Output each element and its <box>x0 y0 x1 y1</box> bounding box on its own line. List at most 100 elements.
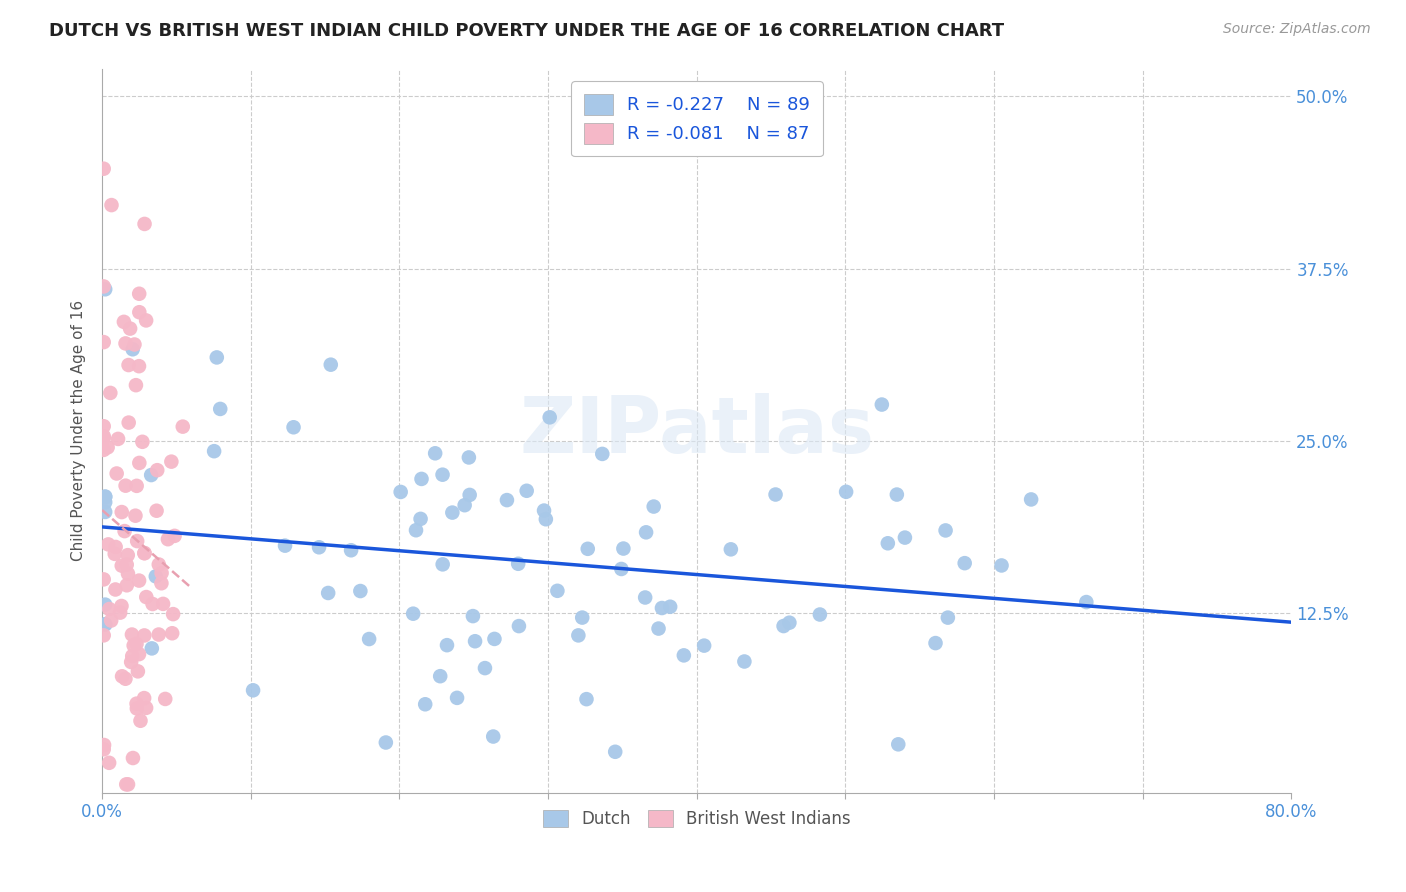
Point <box>128 456 150 470</box>
Point <box>990 558 1012 573</box>
Point <box>274 539 297 553</box>
Point <box>111 558 134 573</box>
Point <box>651 601 673 615</box>
Point <box>155 692 177 706</box>
Point <box>411 472 433 486</box>
Point <box>114 336 136 351</box>
Point <box>94 490 117 504</box>
Point <box>114 478 136 492</box>
Point <box>405 523 427 537</box>
Point <box>110 599 132 613</box>
Point <box>128 574 150 588</box>
Point <box>108 606 131 620</box>
Point <box>808 607 831 622</box>
Point <box>148 558 170 572</box>
Point <box>93 573 115 587</box>
Point <box>105 467 128 481</box>
Point <box>172 419 194 434</box>
Point <box>121 649 143 664</box>
Point <box>94 495 117 509</box>
Point <box>409 512 432 526</box>
Point <box>128 305 150 319</box>
Point <box>104 547 127 561</box>
Point <box>122 639 145 653</box>
Point <box>765 487 787 501</box>
Point <box>778 615 800 630</box>
Point <box>127 665 149 679</box>
Point <box>114 524 136 538</box>
Point <box>441 506 464 520</box>
Point <box>374 735 396 749</box>
Point <box>605 745 627 759</box>
Point <box>720 542 742 557</box>
Point <box>97 537 120 551</box>
Point <box>1076 595 1098 609</box>
Point <box>115 777 138 791</box>
Point <box>610 562 633 576</box>
Point <box>453 498 475 512</box>
Point <box>283 420 305 434</box>
Point <box>160 626 183 640</box>
Point <box>141 641 163 656</box>
Point <box>134 217 156 231</box>
Point <box>128 286 150 301</box>
Point <box>733 655 755 669</box>
Point <box>135 701 157 715</box>
Point <box>870 398 893 412</box>
Point <box>474 661 496 675</box>
Point <box>659 599 682 614</box>
Point <box>534 512 557 526</box>
Point <box>413 698 436 712</box>
Point <box>953 556 976 570</box>
Point <box>647 622 669 636</box>
Point <box>128 359 150 374</box>
Point <box>125 378 148 392</box>
Point <box>389 485 412 500</box>
Point <box>93 431 115 445</box>
Point <box>349 584 371 599</box>
Point <box>93 335 115 350</box>
Text: ZIPatlas: ZIPatlas <box>519 392 875 468</box>
Point <box>94 490 117 504</box>
Point <box>141 468 163 483</box>
Point <box>458 488 481 502</box>
Point <box>643 500 665 514</box>
Point <box>117 548 139 562</box>
Point <box>142 597 165 611</box>
Point <box>152 597 174 611</box>
Point <box>202 444 225 458</box>
Point <box>935 524 957 538</box>
Point <box>150 566 173 580</box>
Point <box>125 479 148 493</box>
Point <box>134 546 156 560</box>
Point <box>575 692 598 706</box>
Point <box>567 628 589 642</box>
Point <box>98 602 121 616</box>
Point <box>125 697 148 711</box>
Point <box>93 419 115 434</box>
Point <box>672 648 695 663</box>
Point <box>484 632 506 646</box>
Point <box>100 198 122 212</box>
Point <box>887 737 910 751</box>
Point <box>104 582 127 597</box>
Point <box>316 586 339 600</box>
Point <box>636 525 658 540</box>
Point <box>121 627 143 641</box>
Point <box>93 429 115 443</box>
Point <box>482 730 505 744</box>
Point <box>131 434 153 449</box>
Point <box>576 541 599 556</box>
Point <box>835 484 858 499</box>
Point <box>107 432 129 446</box>
Point <box>134 546 156 560</box>
Point <box>135 313 157 327</box>
Point <box>894 531 917 545</box>
Point <box>876 536 898 550</box>
Point <box>772 619 794 633</box>
Point <box>124 508 146 523</box>
Point <box>924 636 946 650</box>
Point <box>98 386 121 401</box>
Point <box>533 503 555 517</box>
Point <box>1019 492 1042 507</box>
